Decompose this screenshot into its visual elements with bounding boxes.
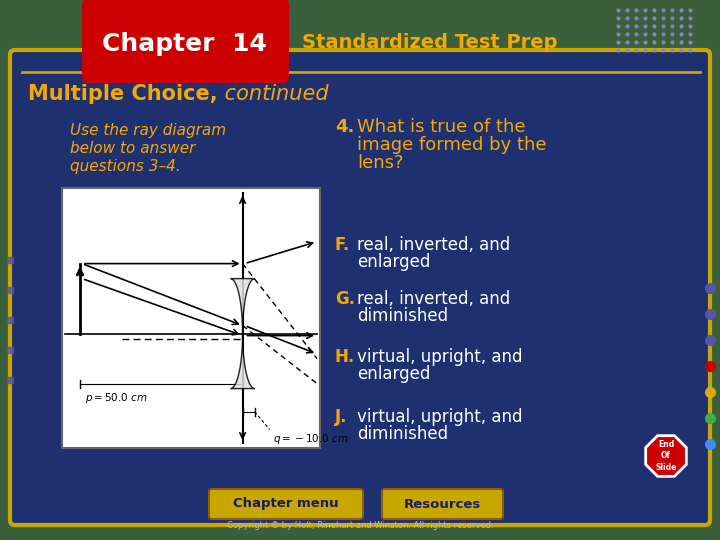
Text: real, inverted, and: real, inverted, and [357,236,510,254]
Text: J.: J. [335,408,348,426]
Text: Chapter menu: Chapter menu [233,497,339,510]
Text: Copyright © by Holt, Rinehart and Winston. All rights reserved.: Copyright © by Holt, Rinehart and Winsto… [227,522,493,530]
Text: virtual, upright, and: virtual, upright, and [357,348,523,366]
Text: Use the ray diagram: Use the ray diagram [70,123,226,138]
Text: Standardized Test Prep: Standardized Test Prep [302,32,558,51]
Text: real, inverted, and: real, inverted, and [357,290,510,308]
Text: Resources: Resources [403,497,481,510]
Text: F.: F. [335,236,350,254]
Text: $p = 50.0$ cm: $p = 50.0$ cm [85,390,148,404]
Polygon shape [230,279,255,389]
Text: diminished: diminished [357,425,448,443]
FancyBboxPatch shape [209,489,363,519]
FancyBboxPatch shape [382,489,503,519]
Text: lens?: lens? [357,154,403,172]
Text: 4.: 4. [335,118,354,136]
FancyBboxPatch shape [82,0,289,83]
Text: enlarged: enlarged [357,365,431,383]
Text: continued: continued [218,84,328,104]
Text: Multiple Choice,: Multiple Choice, [28,84,217,104]
Text: What is true of the: What is true of the [357,118,526,136]
Polygon shape [646,436,686,476]
Text: Chapter  14: Chapter 14 [102,32,266,56]
Text: virtual, upright, and: virtual, upright, and [357,408,523,426]
FancyBboxPatch shape [10,50,710,525]
Text: H.: H. [335,348,355,366]
Text: $q = -10.0$ cm: $q = -10.0$ cm [273,431,348,446]
Text: questions 3–4.: questions 3–4. [70,159,181,174]
Text: enlarged: enlarged [357,253,431,271]
Text: image formed by the: image formed by the [357,136,546,154]
Text: End
Of
Slide: End Of Slide [655,441,677,471]
Text: diminished: diminished [357,307,448,325]
Text: below to answer: below to answer [70,141,195,156]
Text: G.: G. [335,290,355,308]
FancyBboxPatch shape [62,188,320,448]
